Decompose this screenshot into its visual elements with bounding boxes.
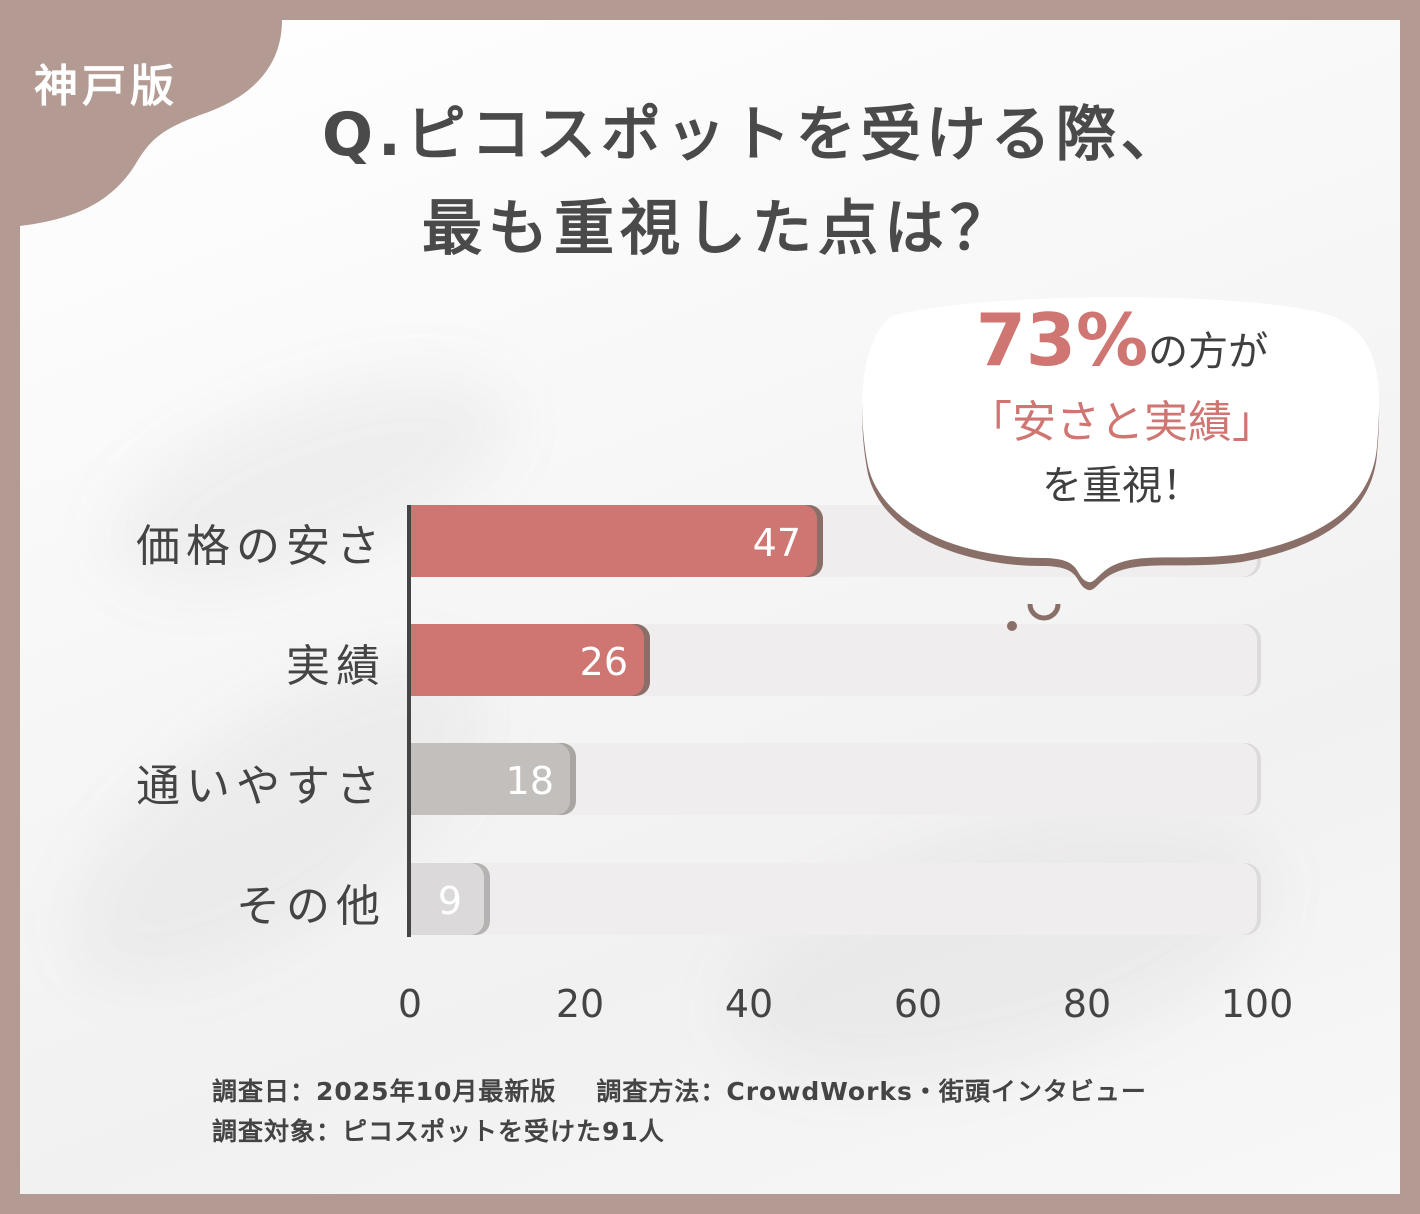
category-label: その他: [236, 881, 386, 932]
callout-highlight: 「安さと実績」: [968, 397, 1276, 448]
y-axis-line: [407, 505, 411, 937]
survey-method: 調査方法：CrowdWorks・街頭インタビュー: [596, 1077, 1147, 1106]
x-tick: 60: [893, 982, 943, 1026]
x-tick: 100: [1220, 982, 1294, 1026]
x-tick: 80: [1062, 982, 1112, 1026]
x-tick: 0: [397, 982, 423, 1026]
bar-track-record: 26: [411, 624, 644, 696]
survey-target: 調査対象：ピコスポットを受けた91人: [212, 1117, 665, 1146]
bar-other: 9: [411, 863, 484, 935]
callout-line-1: 73%の方が: [862, 300, 1382, 392]
bar-price: 47: [411, 505, 817, 577]
category-label: 通いやすさ: [136, 761, 386, 812]
survey-date: 調査日：2025年10月最新版: [212, 1077, 557, 1106]
callout-percent: 73%: [975, 298, 1149, 382]
callout-suffix: の方が: [1148, 329, 1269, 375]
bar-accessibility: 18: [411, 743, 570, 815]
callout-text: 73%の方が 「安さと実績」 を重視！: [862, 300, 1382, 518]
corner-decoration: [0, 0, 282, 226]
speech-bubble: [862, 297, 1380, 631]
infographic-card: [20, 20, 1400, 1194]
x-tick: 40: [724, 982, 774, 1026]
background-shadow: [85, 333, 535, 627]
title-line-1: Q.ピコスポットを受ける際、: [322, 100, 1186, 170]
bar-track: [411, 863, 1257, 935]
category-label: 価格の安さ: [136, 521, 386, 572]
edition-badge: 神戸版: [34, 61, 178, 112]
category-label: 実績: [286, 641, 386, 692]
callout-line-3: を重視！: [1042, 463, 1202, 509]
title-line-2: 最も重視した点は？: [422, 194, 1016, 264]
survey-info-line-1: 調査日：2025年10月最新版 調査方法：CrowdWorks・街頭インタビュー: [212, 1072, 1147, 1108]
x-tick: 20: [555, 982, 605, 1026]
